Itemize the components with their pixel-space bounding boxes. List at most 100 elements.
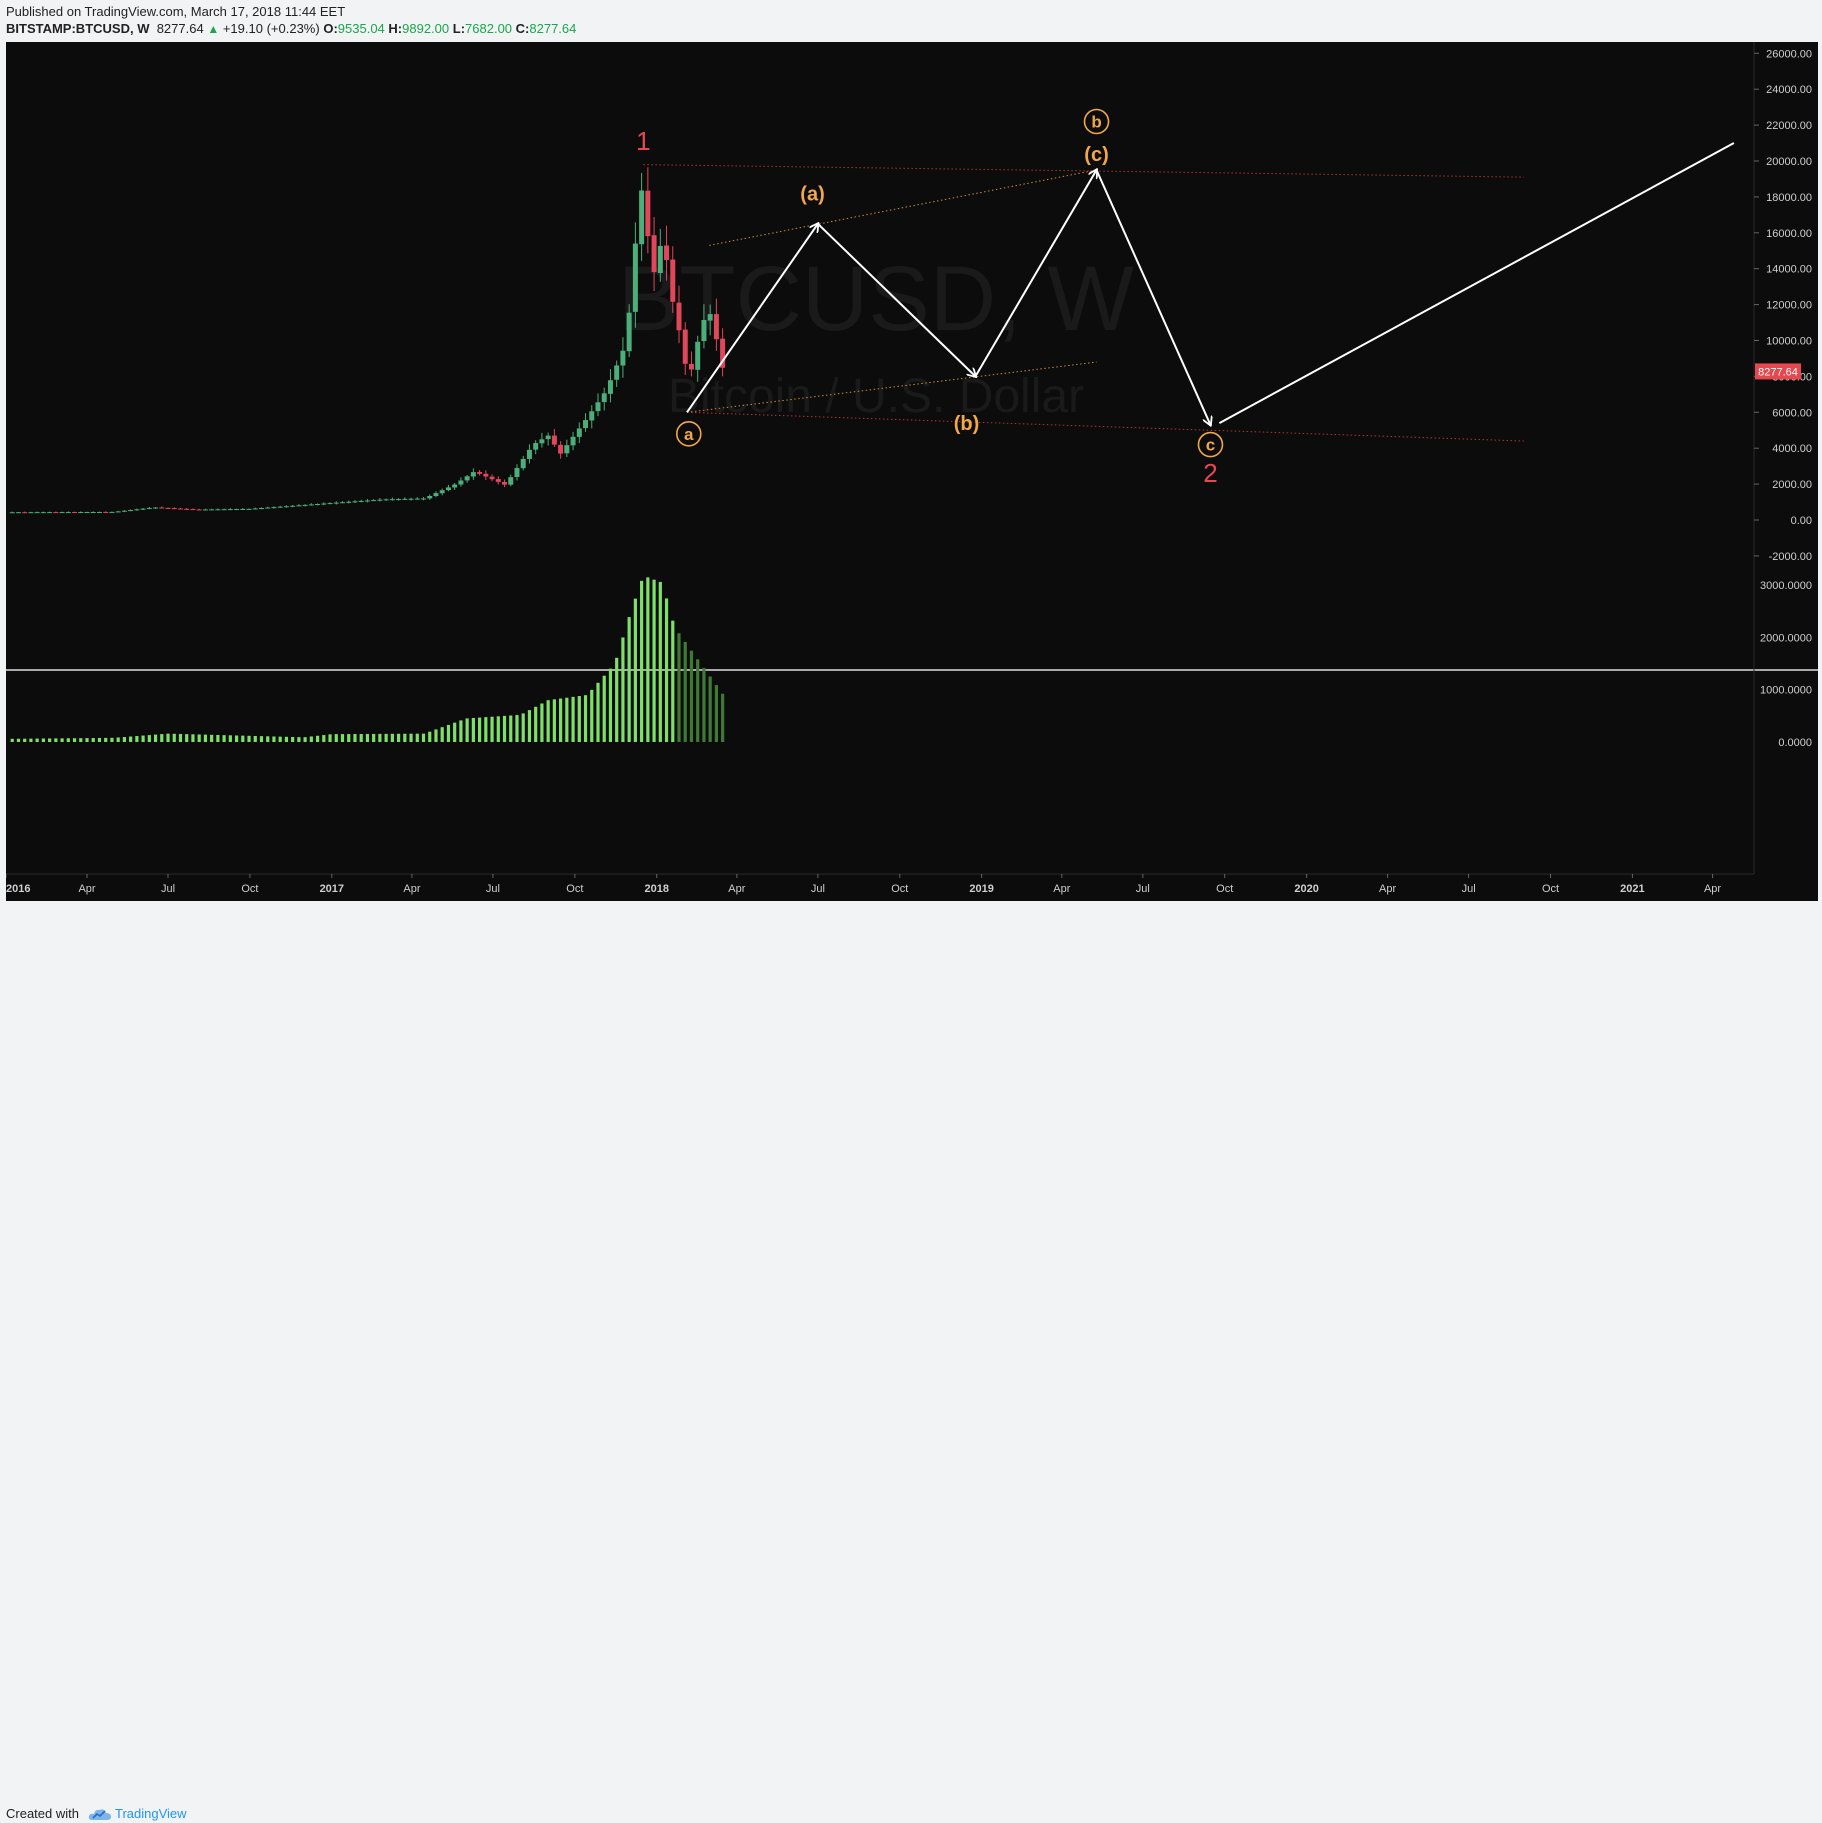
close-value: 8277.64 xyxy=(529,21,577,36)
volume-bar xyxy=(646,577,650,742)
volume-bar xyxy=(197,734,201,742)
time-tick-label: 2018 xyxy=(645,883,669,895)
price-tick-label: 26000.00 xyxy=(1766,48,1812,60)
candle-body xyxy=(670,259,676,302)
candle-body xyxy=(576,428,582,437)
volume-bar xyxy=(135,736,139,742)
time-tick-label: Oct xyxy=(891,883,908,895)
candle-body xyxy=(47,512,53,514)
volume-bar xyxy=(546,700,550,742)
volume-bar xyxy=(284,736,289,742)
volume-bar xyxy=(48,738,52,742)
volume-bar xyxy=(272,736,276,742)
volume-bar xyxy=(652,579,656,742)
volume-bar xyxy=(309,736,313,742)
time-axis[interactable]: 2016 Apr Jul Oct 2017 Apr Jul Oct 2018 Apr Jul Oct 2… xyxy=(6,874,1721,895)
candle-body xyxy=(209,509,215,511)
tradingview-cloud-icon[interactable] xyxy=(88,1805,112,1823)
candle-body xyxy=(234,509,240,511)
price-tick-label: 0.00 xyxy=(1791,515,1812,527)
candle-body xyxy=(90,511,96,513)
volume-bar xyxy=(353,734,357,742)
volume-bar xyxy=(116,737,120,742)
candle-body xyxy=(346,501,352,503)
wave-label-circle xyxy=(1083,108,1110,135)
time-tick-label: 2016 xyxy=(6,883,30,895)
elliott-wave-drawings[interactable]: 1 a (a) (b) (c) b c 2 xyxy=(636,108,1735,489)
candle-body xyxy=(688,363,694,370)
candle-body xyxy=(165,507,171,509)
candle-body xyxy=(53,512,59,514)
volume-bar xyxy=(496,716,500,742)
candle-body xyxy=(59,512,65,514)
wave-arrow xyxy=(974,170,1096,377)
volume-tick-label: 3000.0000 xyxy=(1760,580,1812,592)
volume-bar xyxy=(328,734,332,742)
candle-body xyxy=(34,512,40,514)
candle-body xyxy=(202,509,208,511)
volume-bar xyxy=(689,650,694,742)
candle-body xyxy=(458,480,464,485)
candle-body xyxy=(140,508,146,510)
candle-body xyxy=(96,511,102,513)
volume-bar xyxy=(440,727,444,742)
volume-bar xyxy=(334,734,338,742)
volume-bar xyxy=(191,734,195,742)
price-axis[interactable]: 26000.00 24000.00 22000.00 20000.00 18000.00… xyxy=(1754,48,1812,563)
time-tick-label: 2019 xyxy=(969,883,993,895)
candle-body xyxy=(470,472,476,477)
price-tick-label: 18000.00 xyxy=(1766,192,1812,204)
candle-body xyxy=(620,350,626,366)
candle-body xyxy=(364,500,370,502)
volume-bar xyxy=(446,724,451,742)
ohlc-bar: BITSTAMP:BTCUSD, W 8277.64 ▲ +19.10 (+0.… xyxy=(6,21,576,36)
wave-label: a xyxy=(684,425,694,444)
time-tick-label: Oct xyxy=(1216,883,1233,895)
high-label: H: xyxy=(388,21,403,36)
chart-header: Published on TradingView.com, March 17, … xyxy=(0,0,1822,42)
candle-body xyxy=(551,435,557,445)
time-tick-label: Jul xyxy=(161,883,175,895)
volume-bar xyxy=(521,713,525,742)
footer: Created with TradingView xyxy=(0,901,1822,1821)
candle-body xyxy=(713,314,719,340)
volume-bar xyxy=(79,738,83,742)
candle-body xyxy=(327,503,333,505)
wave-label: 1 xyxy=(636,126,650,156)
volume-bar xyxy=(153,734,158,742)
candle-body xyxy=(302,504,308,506)
wave-label: (a) xyxy=(800,183,824,205)
time-tick-label: Apr xyxy=(728,883,745,895)
volume-bar xyxy=(234,735,239,742)
volume-bar xyxy=(428,731,432,742)
chart-background xyxy=(6,42,1818,901)
candle-body xyxy=(464,476,470,481)
volume-bar xyxy=(640,580,644,742)
published-info: Published on TradingView.com, March 17, … xyxy=(6,4,346,19)
chart-area[interactable]: BTCUSD, W Bitcoin / U.S. Dollar 1 a (a) (b)… xyxy=(6,42,1818,901)
volume-bar xyxy=(303,737,307,742)
low-value: 7682.00 xyxy=(465,21,513,36)
volume-bar xyxy=(216,734,220,742)
candle-body xyxy=(9,512,15,514)
candle-body xyxy=(134,509,140,511)
tradingview-link[interactable]: TradingView xyxy=(115,1806,187,1821)
volume-bar xyxy=(166,733,170,742)
wave-label-circle xyxy=(1197,431,1224,458)
volume-axis[interactable]: 3000.0000 2000.0000 1000.0000 0.0000 xyxy=(1760,580,1812,749)
volume-bar xyxy=(677,633,681,742)
volume-tick-label: 2000.0000 xyxy=(1760,632,1812,644)
time-tick-label: Apr xyxy=(1379,883,1396,895)
volume-bar xyxy=(222,735,226,742)
price-tick-label: 20000.00 xyxy=(1766,156,1812,168)
volume-bar xyxy=(596,682,600,742)
symbol-label[interactable]: BITSTAMP:BTCUSD, W xyxy=(6,21,150,36)
candle-body xyxy=(695,341,701,370)
candle-body xyxy=(427,495,433,499)
volume-bar xyxy=(41,738,45,742)
candle-body xyxy=(589,411,595,421)
candle-body xyxy=(240,508,246,510)
candle-body xyxy=(121,510,127,512)
volume-bar xyxy=(577,696,581,742)
volume-bar xyxy=(10,738,14,742)
